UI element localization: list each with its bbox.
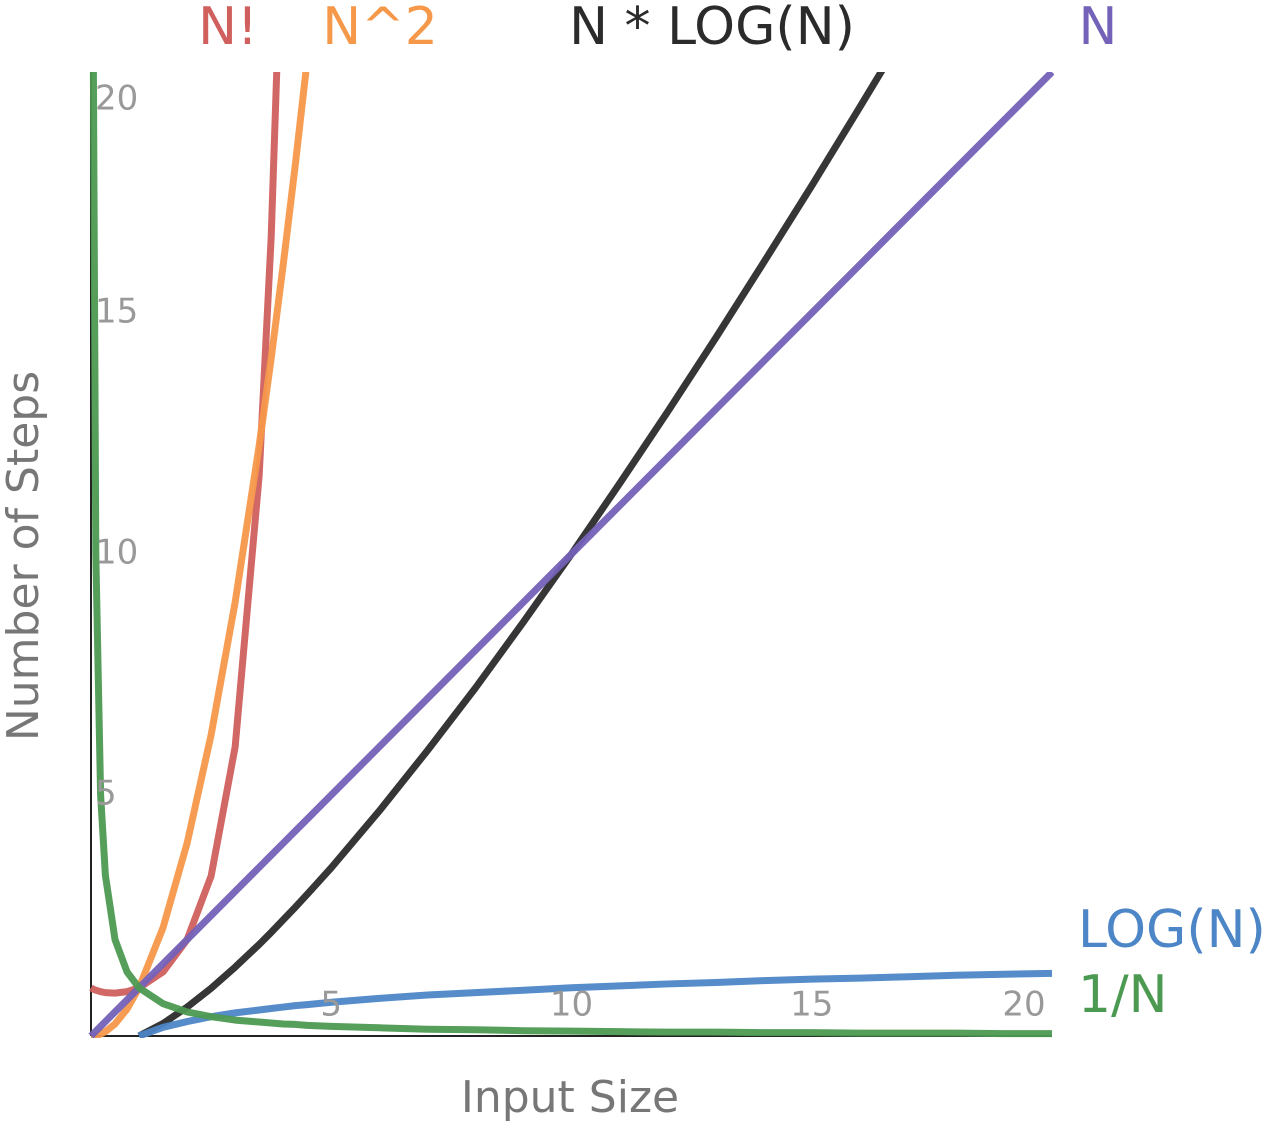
series-label: 1/N [1078,965,1168,1025]
series-label: N^2 [322,0,438,57]
x-axis-title: Input Size [461,1072,679,1123]
y-tick-label: 10 [95,533,138,573]
y-axis-title: Number of Steps [0,371,49,741]
series-line [89,72,1052,1038]
x-tick-label: 15 [790,985,833,1025]
series-label: N [1079,0,1118,57]
series-line [137,969,1053,1038]
series-line [88,72,1054,1038]
plot-area [88,72,1054,1038]
series-label: N! [198,0,258,57]
series-label: LOG(N) [1078,900,1266,960]
x-tick-label: 20 [1002,985,1045,1025]
y-tick-label: 5 [95,774,117,814]
y-tick-label: 20 [95,79,138,119]
series-line [137,72,886,1038]
series-label: N * LOG(N) [569,0,855,57]
x-tick-label: 10 [550,985,593,1025]
y-tick-label: 15 [95,292,138,332]
x-tick-label: 5 [320,985,342,1025]
series-line [89,72,310,1038]
